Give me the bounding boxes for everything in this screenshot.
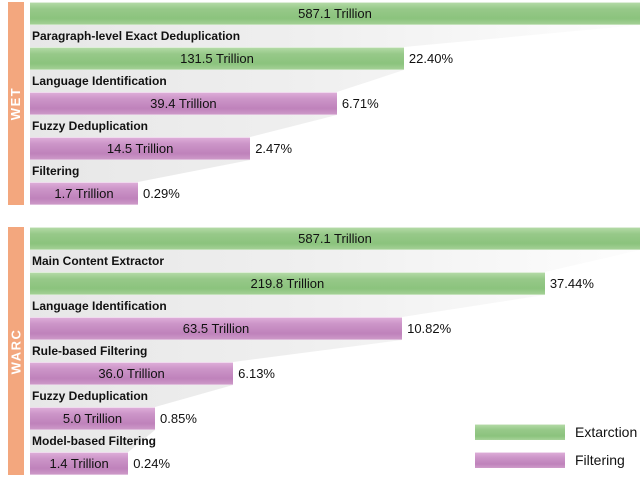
funnel-wedge	[30, 250, 640, 272]
bar-row: 63.5 Trillion 10.82%	[30, 317, 640, 340]
legend-label-filtering: Filtering	[575, 452, 625, 468]
section-label: WARC	[8, 328, 24, 374]
bar-value-label: 36.0 Trillion	[98, 366, 165, 381]
retention-pct-label: 6.13%	[238, 366, 275, 381]
funnel-rows: 587.1 Trillion Main Content Extractor 219.…	[30, 227, 640, 475]
funnel-wedge	[30, 295, 545, 317]
bar-row: 587.1 Trillion	[30, 2, 640, 25]
funnel-wedge	[30, 70, 404, 92]
retention-pct-label: 37.44%	[549, 276, 594, 291]
bar-row: 131.5 Trillion 22.40%	[30, 47, 640, 70]
stage-label-band: Fuzzy Deduplication	[30, 385, 640, 407]
bar-value-label: 219.8 Trillion	[250, 276, 325, 291]
section-label-strip: WET	[8, 2, 24, 205]
legend-swatch-filtering	[475, 452, 565, 468]
bar-value-label: 131.5 Trillion	[180, 51, 254, 66]
bar-filtering: 1.7 Trillion	[30, 182, 138, 205]
bar-fuzzy-deduplication: 5.0 Trillion	[30, 407, 156, 430]
funnel-section-warc: WARC 587.1 Trillion Main Content Extractor…	[0, 227, 640, 475]
bar-initial: 587.1 Trillion	[30, 227, 640, 250]
bar-row: 5.0 Trillion 0.85%	[30, 407, 640, 430]
bar-value-label: 5.0 Trillion	[62, 411, 123, 426]
retention-pct-label: 2.47%	[255, 141, 293, 156]
bar-language-identification: 63.5 Trillion	[30, 317, 403, 340]
bar-row: 219.8 Trillion 37.44%	[30, 272, 640, 295]
bar-language-identification: 39.4 Trillion	[30, 92, 337, 115]
bar-row: 14.5 Trillion 2.47%	[30, 137, 640, 160]
legend-label-extraction: Extarction	[575, 424, 638, 440]
stage-label-band: Filtering	[30, 160, 640, 182]
bar-row: 1.4 Trillion 0.24%	[30, 452, 640, 475]
funnel-wedge	[30, 160, 251, 182]
stage-label-band: Rule-based Filtering	[30, 340, 640, 362]
bar-value-label: 587.1 Trillion	[298, 231, 372, 246]
bar-model-based-filtering: 1.4 Trillion	[30, 452, 129, 475]
bar-row: 587.1 Trillion	[30, 227, 640, 250]
stage-label-band: Paragraph-level Exact Deduplication	[30, 25, 640, 47]
stage-label: Language Identification	[32, 299, 167, 313]
retention-pct-label: 22.40%	[408, 51, 454, 66]
bar-row: 36.0 Trillion 6.13%	[30, 362, 640, 385]
stage-label: Filtering	[32, 164, 80, 178]
funnel-section-wet: WET 587.1 Trillion Paragraph-level Exact D…	[0, 2, 640, 205]
bar-value-label: 1.7 Trillion	[54, 186, 114, 201]
stage-label: Rule-based Filtering	[32, 344, 148, 358]
bar-initial: 587.1 Trillion	[30, 2, 640, 25]
stage-label-band: Language Identification	[30, 70, 640, 92]
retention-pct-label: 6.71%	[341, 96, 379, 111]
legend-item-filtering: Filtering	[475, 452, 637, 468]
retention-pct-label: 0.85%	[160, 411, 197, 426]
bar-paragraph-level-exact-deduplication: 131.5 Trillion	[30, 47, 404, 70]
stage-label: Main Content Extractor	[32, 254, 165, 268]
stage-label-band: Main Content Extractor	[30, 250, 640, 272]
legend: Extarction Filtering	[475, 424, 637, 480]
section-label: WET	[8, 86, 24, 121]
stage-label: Paragraph-level Exact Deduplication	[32, 29, 241, 43]
bar-value-label: 14.5 Trillion	[106, 141, 174, 156]
bar-rule-based-filtering: 36.0 Trillion	[30, 362, 234, 385]
bar-main-content-extractor: 219.8 Trillion	[30, 272, 545, 295]
stage-label: Fuzzy Deduplication	[32, 389, 149, 403]
bar-value-label: 63.5 Trillion	[182, 321, 250, 336]
legend-item-extraction: Extarction	[475, 424, 637, 440]
stage-label: Language Identification	[32, 74, 167, 88]
bar-row: 1.7 Trillion 0.29%	[30, 182, 640, 205]
legend-swatch-extraction	[475, 424, 565, 440]
funnel-wedge	[30, 430, 156, 452]
bar-row: 39.4 Trillion 6.71%	[30, 92, 640, 115]
stage-label-band: Language Identification	[30, 295, 640, 317]
funnel-wedge	[30, 115, 337, 137]
retention-pct-label: 0.24%	[133, 456, 171, 471]
bar-fuzzy-deduplication: 14.5 Trillion	[30, 137, 251, 160]
stage-label: Fuzzy Deduplication	[32, 119, 149, 133]
stage-label-band: Model-based Filtering	[30, 430, 640, 452]
section-label-strip: WARC	[8, 227, 24, 475]
funnel-rows: 587.1 Trillion Paragraph-level Exact Dedu…	[30, 2, 640, 205]
stage-label: Model-based Filtering	[32, 434, 157, 448]
bar-value-label: 1.4 Trillion	[49, 456, 109, 471]
retention-pct-label: 10.82%	[407, 321, 452, 336]
bar-value-label: 39.4 Trillion	[150, 96, 217, 111]
stage-label-band: Fuzzy Deduplication	[30, 115, 640, 137]
bar-value-label: 587.1 Trillion	[298, 6, 372, 21]
retention-pct-label: 0.29%	[142, 186, 180, 201]
